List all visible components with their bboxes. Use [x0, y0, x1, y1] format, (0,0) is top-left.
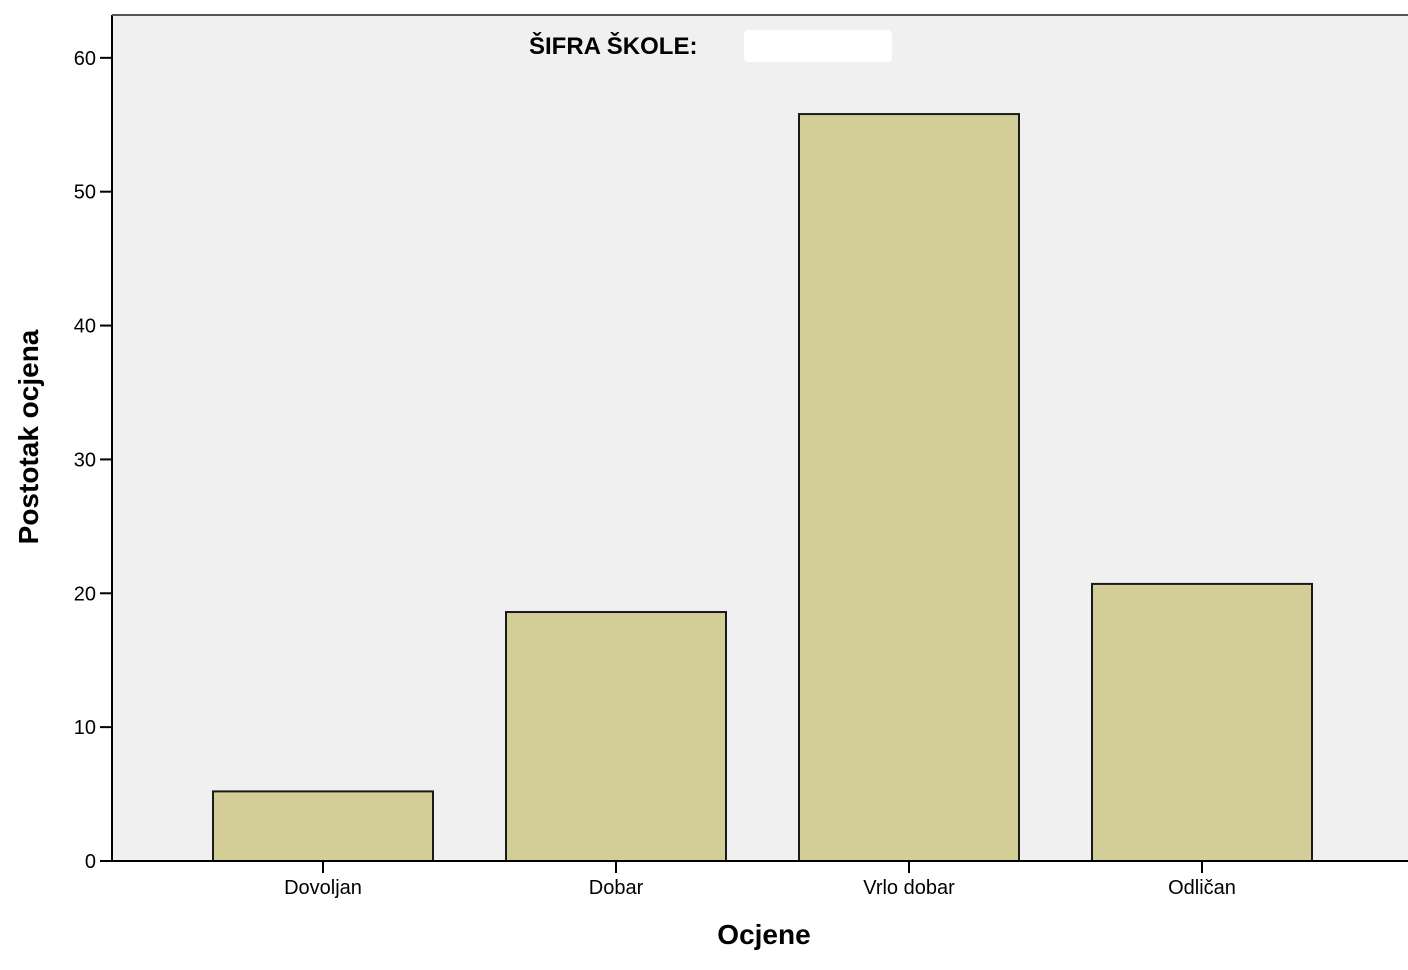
bar-dovoljan — [212, 790, 434, 862]
chart-title: ŠIFRA ŠKOLE: — [529, 32, 697, 60]
bar-dobar — [505, 611, 727, 862]
x-tick-label: Dovoljan — [284, 877, 362, 899]
bars-group — [212, 113, 1313, 863]
x-axis-title: Ocjene — [717, 919, 810, 950]
y-axis-ticks: 0 10 20 30 40 50 60 — [74, 48, 112, 873]
x-tick-label: Odličan — [1168, 877, 1236, 899]
y-axis-title: Postotak ocjena — [13, 329, 44, 544]
y-tick-label: 10 — [74, 717, 96, 739]
x-tick-label: Vrlo dobar — [863, 877, 955, 899]
title-redaction-patch — [744, 30, 892, 62]
bar-odlican — [1091, 582, 1313, 862]
axes-group — [111, 14, 1408, 862]
x-tick-label: Dobar — [589, 877, 644, 899]
y-tick-label: 50 — [74, 182, 96, 204]
x-axis-ticks: Dovoljan Dobar Vrlo dobar Odličan — [284, 861, 1236, 899]
bar-vrlo-dobar — [798, 113, 1020, 863]
y-tick-label: 30 — [74, 449, 96, 471]
y-tick-label: 40 — [74, 316, 96, 338]
y-tick-label: 20 — [74, 583, 96, 605]
y-tick-label: 60 — [74, 48, 96, 70]
y-tick-label: 0 — [85, 851, 96, 873]
